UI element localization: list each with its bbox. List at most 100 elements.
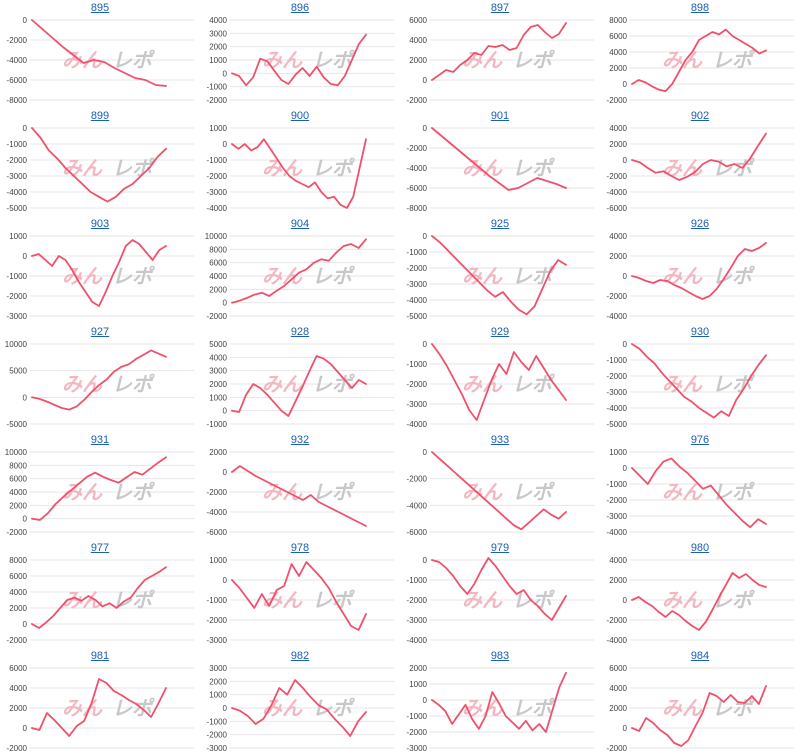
chart-title-link[interactable]: 933 bbox=[490, 434, 510, 446]
chart-panel: 0 -1000 -2000 -3000 -4000 みん レポ 979 bbox=[400, 540, 600, 648]
y-tick-label: -2000 bbox=[407, 96, 428, 105]
chart-title-link[interactable]: 899 bbox=[90, 110, 110, 122]
chart-panel: 0 -1000 -2000 -3000 -4000 -5000 みん レポ 925 bbox=[400, 216, 600, 324]
chart-svg: 1000 0 -1000 -2000 -3000 みん レポ bbox=[207, 556, 394, 645]
chart-panel: 4000 2000 0 -2000 -4000 みん レポ 926 bbox=[600, 216, 800, 324]
y-tick-label: 0 bbox=[423, 76, 428, 85]
chart-panel: 0 -2000 -4000 -6000 -8000 みん レポ 895 bbox=[0, 0, 200, 108]
watermark-logo: レポ bbox=[112, 588, 155, 612]
watermark-logo: レポ bbox=[512, 48, 555, 72]
y-tick-label: 6000 bbox=[209, 259, 227, 268]
series-line bbox=[31, 19, 167, 87]
y-tick-label: -2000 bbox=[607, 496, 628, 505]
chart-title-link[interactable]: 896 bbox=[290, 2, 310, 14]
chart-title-link[interactable]: 903 bbox=[90, 218, 110, 230]
chart-title-link[interactable]: 931 bbox=[90, 434, 110, 446]
y-tick-label: -2000 bbox=[407, 475, 428, 484]
series-line bbox=[31, 678, 167, 737]
y-tick-label: 0 bbox=[623, 80, 628, 89]
chart-title-link[interactable]: 925 bbox=[490, 218, 510, 230]
y-tick-label: -2000 bbox=[607, 96, 628, 105]
y-tick-label: -1000 bbox=[207, 420, 228, 429]
watermark-logo: みん bbox=[62, 264, 103, 288]
y-tick-label: 0 bbox=[423, 340, 428, 349]
y-tick-label: 8000 bbox=[9, 461, 27, 470]
chart-title-link[interactable]: 976 bbox=[690, 434, 710, 446]
y-tick-label: -2000 bbox=[207, 312, 228, 321]
y-tick-label: -1000 bbox=[207, 156, 228, 165]
chart-title-link[interactable]: 927 bbox=[90, 326, 110, 338]
chart-title-link[interactable]: 902 bbox=[690, 110, 710, 122]
chart-title-link[interactable]: 900 bbox=[290, 110, 310, 122]
chart-title-link[interactable]: 930 bbox=[690, 326, 710, 338]
chart-svg: 6000 4000 2000 0 -2000 みん レポ bbox=[407, 16, 594, 105]
chart-title-link[interactable]: 898 bbox=[690, 2, 710, 14]
y-tick-label: 0 bbox=[423, 232, 428, 241]
chart-panel: 6000 4000 2000 0 -2000 みん レポ 981 bbox=[0, 648, 200, 756]
watermark-logo: レポ bbox=[512, 696, 555, 720]
y-tick-label: 1000 bbox=[209, 393, 227, 402]
chart-title-link[interactable]: 895 bbox=[90, 2, 110, 14]
chart-title-link[interactable]: 901 bbox=[490, 110, 510, 122]
series-line bbox=[31, 349, 167, 411]
watermark-logo: みん bbox=[662, 156, 703, 180]
y-tick-label: 8000 bbox=[209, 245, 227, 254]
watermark-logo: レポ bbox=[112, 480, 155, 504]
y-tick-label: 6000 bbox=[9, 572, 27, 581]
chart-title-link[interactable]: 980 bbox=[690, 542, 710, 554]
chart-title-link[interactable]: 984 bbox=[690, 650, 710, 662]
y-tick-label: 0 bbox=[23, 16, 28, 25]
series-line bbox=[231, 561, 367, 631]
chart-title-link[interactable]: 977 bbox=[90, 542, 110, 554]
chart-title-link[interactable]: 983 bbox=[490, 650, 510, 662]
chart-title-link[interactable]: 929 bbox=[490, 326, 510, 338]
chart-title-link[interactable]: 978 bbox=[290, 542, 310, 554]
y-tick-label: -8000 bbox=[7, 96, 28, 105]
y-tick-label: 3000 bbox=[209, 664, 227, 673]
y-tick-label: 2000 bbox=[609, 576, 627, 585]
y-tick-label: 2000 bbox=[9, 604, 27, 613]
chart-svg: 0 -1000 -2000 -3000 -4000 -5000 みん レポ bbox=[607, 340, 794, 429]
y-tick-label: -4000 bbox=[407, 636, 428, 645]
chart-title-link[interactable]: 928 bbox=[290, 326, 310, 338]
y-tick-label: 0 bbox=[223, 704, 228, 713]
chart-title-link[interactable]: 982 bbox=[290, 650, 310, 662]
chart-svg: 4000 2000 0 -2000 -4000 みん レポ bbox=[607, 556, 794, 645]
y-tick-label: 8000 bbox=[609, 16, 627, 25]
chart-title-link[interactable]: 897 bbox=[490, 2, 510, 14]
watermark-logo: みん bbox=[62, 372, 103, 396]
chart-title-link[interactable]: 932 bbox=[290, 434, 310, 446]
chart-panel: 6000 4000 2000 0 -2000 みん レポ 897 bbox=[400, 0, 600, 108]
y-tick-label: 1000 bbox=[409, 680, 427, 689]
y-tick-label: -3000 bbox=[7, 172, 28, 181]
chart-title-link[interactable]: 979 bbox=[490, 542, 510, 554]
y-tick-label: 2000 bbox=[609, 252, 627, 261]
y-tick-label: 2000 bbox=[209, 285, 227, 294]
y-tick-label: 4000 bbox=[9, 684, 27, 693]
y-tick-label: -1000 bbox=[207, 717, 228, 726]
watermark-logo: みん bbox=[262, 480, 303, 504]
chart-panel: 0 -1000 -2000 -3000 -4000 みん レポ 929 bbox=[400, 324, 600, 432]
y-tick-label: -6000 bbox=[407, 184, 428, 193]
chart-title-link[interactable]: 981 bbox=[90, 650, 110, 662]
watermark-logo: レポ bbox=[712, 48, 755, 72]
chart-title-link[interactable]: 904 bbox=[290, 218, 310, 230]
chart-svg: 1000 0 -1000 -2000 -3000 -4000 みん レポ bbox=[607, 448, 794, 537]
chart-title-link[interactable]: 926 bbox=[690, 218, 710, 230]
y-tick-label: 0 bbox=[623, 724, 628, 733]
y-tick-label: -2000 bbox=[407, 264, 428, 273]
chart-panel: 4000 2000 0 -2000 -4000 みん レポ 980 bbox=[600, 540, 800, 648]
chart-panel: 10000 8000 6000 4000 2000 0 -2000 みん レポ 904 bbox=[200, 216, 400, 324]
chart-panel: 3000 2000 1000 0 -1000 -2000 -3000 みん レポ 982 bbox=[200, 648, 400, 756]
y-tick-label: 0 bbox=[623, 156, 628, 165]
y-tick-label: 2000 bbox=[9, 704, 27, 713]
watermark-logo: みん bbox=[462, 264, 503, 288]
watermark-logo: レポ bbox=[112, 48, 155, 72]
y-tick-label: -2000 bbox=[607, 172, 628, 181]
chart-panel: 0 -2000 -4000 -6000 -8000 みん レポ 901 bbox=[400, 108, 600, 216]
watermark-logo: みん bbox=[262, 48, 303, 72]
y-tick-label: 4000 bbox=[209, 272, 227, 281]
